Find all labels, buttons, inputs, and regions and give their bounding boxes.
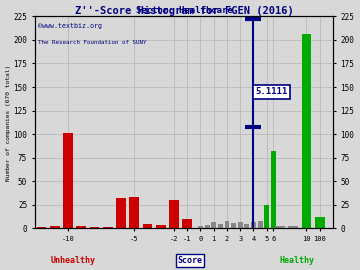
Bar [251,222,256,228]
Bar [238,222,243,228]
Bar [90,227,99,228]
Bar [103,227,113,228]
Bar [275,226,285,228]
Bar [225,221,229,228]
Bar [264,205,269,228]
Bar [182,219,192,228]
Bar [244,224,249,228]
Bar [211,222,216,228]
Text: Sector: Healthcare: Sector: Healthcare [135,6,232,15]
Bar [116,198,126,228]
Bar [218,224,223,228]
Bar [76,226,86,228]
Bar [302,34,311,228]
Y-axis label: Number of companies (670 total): Number of companies (670 total) [5,64,10,181]
Bar [50,226,60,228]
Title: Z''-Score Histogram for FGEN (2016): Z''-Score Histogram for FGEN (2016) [75,6,293,16]
Bar [198,226,203,228]
Bar [63,133,73,228]
Bar [288,226,298,228]
Bar [129,197,139,228]
Bar [231,223,236,228]
Text: ©www.textbiz.org: ©www.textbiz.org [38,23,102,29]
Bar [204,225,210,228]
Bar [156,225,166,228]
Bar [258,221,262,228]
Bar [143,224,152,228]
Text: Unhealthy: Unhealthy [51,256,96,265]
Bar [169,200,179,228]
Text: 5.1111: 5.1111 [256,87,288,96]
Text: Score: Score [177,256,202,265]
Bar [37,227,46,228]
Bar [315,217,325,228]
Text: Healthy: Healthy [280,256,315,265]
Bar [271,151,276,228]
Text: The Research Foundation of SUNY: The Research Foundation of SUNY [38,40,146,45]
